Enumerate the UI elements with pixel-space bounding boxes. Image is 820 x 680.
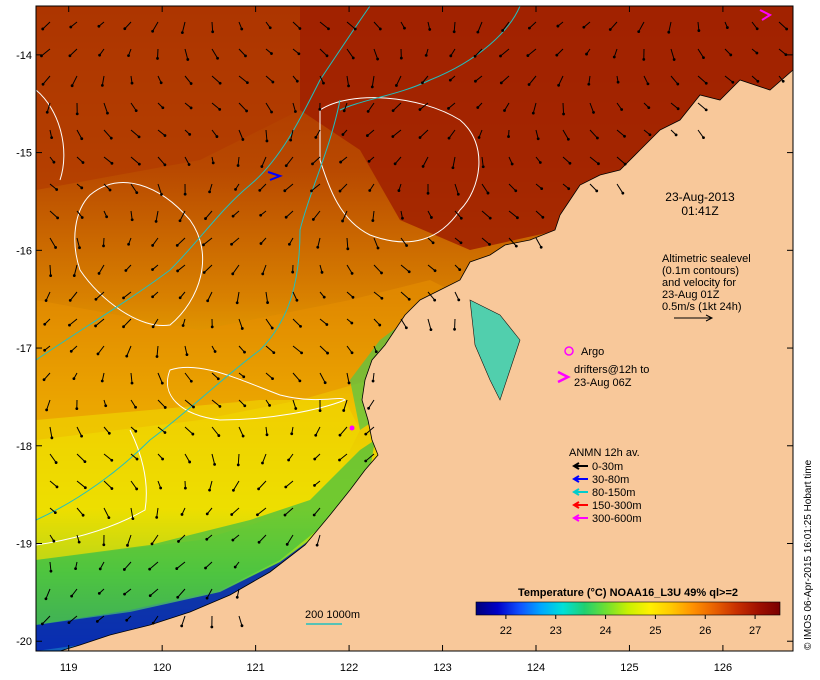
lon-tick-label: 124 (527, 662, 545, 674)
altimetry-line: (0.1m contours) (662, 265, 739, 277)
lon-tick-label: 126 (714, 662, 732, 674)
colorbar (475, 601, 781, 616)
lat-tick-label: -15 (16, 148, 32, 160)
colorbar-tick-label: 22 (500, 625, 512, 637)
anmn-legend-label: 80-150m (592, 487, 635, 499)
velocity-arrows (40, 21, 789, 629)
drifter-chevron-icon (557, 370, 571, 384)
colorbar-tick-label: 23 (550, 625, 562, 637)
lon-tick-label: 121 (246, 662, 264, 674)
anmn-legend-label: 0-30m (592, 461, 623, 473)
lon-tick-label: 122 (340, 662, 358, 674)
image-time: 01:41Z (681, 204, 718, 218)
drifters-note-line2: 23-Aug 06Z (574, 377, 632, 389)
anmn-legend-item: 80-150m (572, 487, 635, 499)
altimetry-line: Altimetric sealevel (662, 253, 751, 265)
anmn-legend-label: 300-600m (592, 513, 642, 525)
image-date: 23-Aug-2013 (665, 190, 735, 204)
drifters-note-line1: drifters@12h to (574, 364, 649, 376)
colorbar-tick-label: 26 (699, 625, 711, 637)
drifter-track (267, 171, 283, 181)
colorbar-tick-label: 25 (649, 625, 661, 637)
lat-tick-label: -16 (16, 245, 32, 257)
argo-marker-icon (564, 346, 574, 356)
anmn-legend-title: ANMN 12h av. (569, 447, 640, 459)
lon-tick-label: 119 (60, 662, 78, 674)
lon-tick-label: 120 (153, 662, 171, 674)
sealevel-contours (36, 89, 480, 546)
longitude-axis: 119 120 121 122 123 124 125 126 (60, 6, 732, 674)
lat-tick-label: -19 (16, 539, 32, 551)
drifter-marker-ne (759, 9, 773, 21)
lat-tick-label: -14 (16, 50, 32, 62)
lat-tick-label: -20 (16, 636, 32, 648)
anmn-legend-label: 150-300m (592, 500, 642, 512)
anmn-legend-item: 0-30m (572, 461, 623, 473)
altimetry-note: Altimetric sealevel (0.1m contours) and … (662, 253, 751, 322)
argo-label: Argo (581, 346, 604, 358)
isobath-label: 200 1000m (305, 609, 360, 621)
plot-frame (35, 5, 794, 652)
anmn-legend-item: 300-600m (572, 513, 642, 525)
lat-tick-label: -18 (16, 441, 32, 453)
colorbar-tick-label: 27 (749, 625, 761, 637)
altimetry-line: 0.5m/s (1kt 24h) (662, 301, 741, 313)
anmn-legend-label: 30-80m (592, 474, 629, 486)
colorbar-title: Temperature (°C) NOAA16_L3U 49% ql>=2 (518, 587, 738, 599)
colorbar-ticks: 22 23 24 25 26 27 (500, 615, 761, 637)
australia-land (59, 69, 793, 651)
anmn-legend-item: 30-80m (572, 474, 629, 486)
lat-tick-label: -17 (16, 343, 32, 355)
isobath-lines (36, 6, 521, 521)
colorbar-tick-label: 24 (599, 625, 611, 637)
credit-text: © IMOS 06-Apr-2015 16:01:25 Hobart time (803, 459, 814, 650)
lon-tick-label: 125 (620, 662, 638, 674)
lon-tick-label: 123 (433, 662, 451, 674)
latitude-axis: -14 -15 -16 -17 -18 -19 -20 (16, 50, 793, 648)
altimetry-line: 23-Aug 01Z (662, 289, 720, 301)
altimetry-line: and velocity for (662, 277, 736, 289)
anmn-legend-item: 150-300m (572, 500, 642, 512)
drifter-marker (349, 425, 355, 431)
